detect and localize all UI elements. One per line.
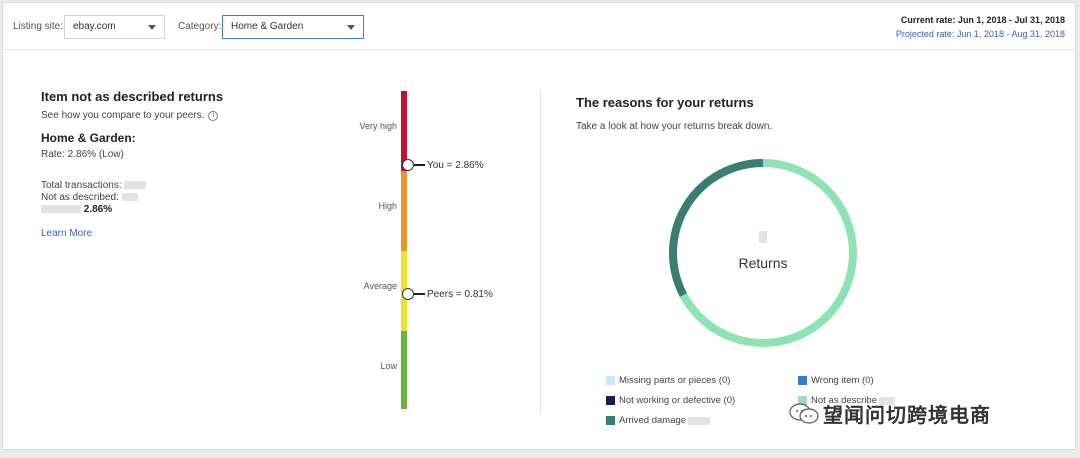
legend-swatch bbox=[606, 416, 615, 425]
scale-segment-low bbox=[401, 331, 407, 409]
not-as-described-pct-row: 2.86% bbox=[41, 204, 301, 216]
summary-subtitle-text: See how you compare to your peers. bbox=[41, 110, 205, 121]
category-value: Home & Garden bbox=[231, 21, 304, 32]
listing-site-label: Listing site: bbox=[13, 21, 64, 32]
panel-divider bbox=[540, 91, 541, 413]
scale-segment-high bbox=[401, 171, 407, 251]
rate-text: Rate: 2.86% (Low) bbox=[41, 149, 124, 160]
legend-arrived-damaged[interactable]: Arrived damage bbox=[606, 415, 711, 426]
legend-wrong-item[interactable]: Wrong item (0) bbox=[798, 375, 874, 386]
redacted-value bbox=[124, 181, 147, 190]
scale-label-very-high: Very high bbox=[359, 121, 397, 131]
redacted-value bbox=[41, 205, 81, 214]
not-as-described-pct: 2.86% bbox=[83, 204, 113, 215]
you-marker-tick bbox=[411, 164, 425, 166]
redacted-value bbox=[759, 231, 767, 243]
donut-center-label: Returns bbox=[738, 255, 788, 271]
redacted-value bbox=[121, 193, 138, 202]
info-icon[interactable]: i bbox=[208, 110, 219, 121]
total-transactions-label: Total transactions: bbox=[41, 180, 122, 191]
watermark: 望闻问切跨境电商 bbox=[789, 399, 991, 428]
you-marker-label: You = 2.86% bbox=[427, 160, 484, 171]
legend-not-as-described[interactable]: Not as describe bbox=[798, 395, 896, 406]
legend-label: Arrived damage bbox=[619, 415, 687, 426]
summary-title: Item not as described returns bbox=[41, 89, 224, 104]
scale-segment-very-high bbox=[401, 91, 407, 171]
redacted-value bbox=[688, 416, 711, 425]
peers-marker-tick bbox=[411, 293, 425, 295]
redacted-value bbox=[879, 396, 896, 405]
chat-bubble-icon bbox=[789, 402, 819, 425]
returns-donut-chart[interactable] bbox=[665, 155, 861, 351]
legend-label: Missing parts or pieces (0) bbox=[619, 375, 731, 386]
category-heading: Home & Garden: bbox=[41, 131, 136, 145]
listing-site-value: ebay.com bbox=[73, 21, 116, 32]
peers-marker[interactable] bbox=[402, 288, 414, 300]
summary-panel: Item not as described returns See how yo… bbox=[41, 89, 301, 239]
you-marker[interactable] bbox=[402, 159, 414, 171]
legend-swatch bbox=[606, 376, 615, 385]
returns-dashboard: Listing site: ebay.com Category: Home & … bbox=[2, 2, 1076, 450]
reasons-subtitle: Take a look at how your returns break do… bbox=[576, 121, 773, 132]
scale-label-average: Average bbox=[363, 281, 397, 291]
total-transactions-row: Total transactions: bbox=[41, 180, 301, 192]
chevron-down-icon bbox=[347, 25, 355, 30]
listing-site-select[interactable]: ebay.com bbox=[64, 15, 165, 39]
category-select[interactable]: Home & Garden bbox=[222, 15, 364, 39]
legend-swatch bbox=[798, 396, 807, 405]
not-as-described-row: Not as described: bbox=[41, 192, 301, 204]
legend-missing-parts[interactable]: Missing parts or pieces (0) bbox=[606, 375, 730, 386]
current-rate: Current rate: Jun 1, 2018 - Jul 31, 2018 bbox=[900, 15, 1065, 25]
legend-label: Not as describe bbox=[811, 395, 878, 406]
projected-rate[interactable]: Projected rate: Jun 1, 2018 - Aug 31, 20… bbox=[895, 29, 1065, 39]
category-label: Category: bbox=[178, 21, 222, 32]
peers-marker-label: Peers = 0.81% bbox=[427, 289, 493, 300]
rate-periods: Current rate: Jun 1, 2018 - Jul 31, 2018… bbox=[896, 13, 1065, 41]
legend-label: Wrong item (0) bbox=[811, 375, 874, 386]
summary-subtitle: See how you compare to your peers. i bbox=[41, 110, 301, 121]
scale-label-low: Low bbox=[380, 361, 397, 371]
learn-more-link[interactable]: Learn More bbox=[41, 228, 93, 239]
legend-not-working[interactable]: Not working or defective (0) bbox=[606, 395, 735, 406]
watermark-text: 望闻问切跨境电商 bbox=[823, 405, 991, 427]
legend-swatch bbox=[606, 396, 615, 405]
reasons-title: The reasons for your returns bbox=[576, 95, 754, 110]
not-as-described-label: Not as described: bbox=[41, 192, 119, 203]
scale-label-high: High bbox=[378, 201, 397, 211]
peer-comparison-scale bbox=[401, 91, 409, 409]
filter-bar: Listing site: ebay.com Category: Home & … bbox=[3, 3, 1075, 50]
chevron-down-icon bbox=[148, 25, 156, 30]
legend-label: Not working or defective (0) bbox=[619, 395, 736, 406]
stats-block: Total transactions: Not as described: 2.… bbox=[41, 180, 301, 216]
legend-swatch bbox=[798, 376, 807, 385]
donut-segment-arrived-damaged[interactable] bbox=[669, 159, 764, 297]
